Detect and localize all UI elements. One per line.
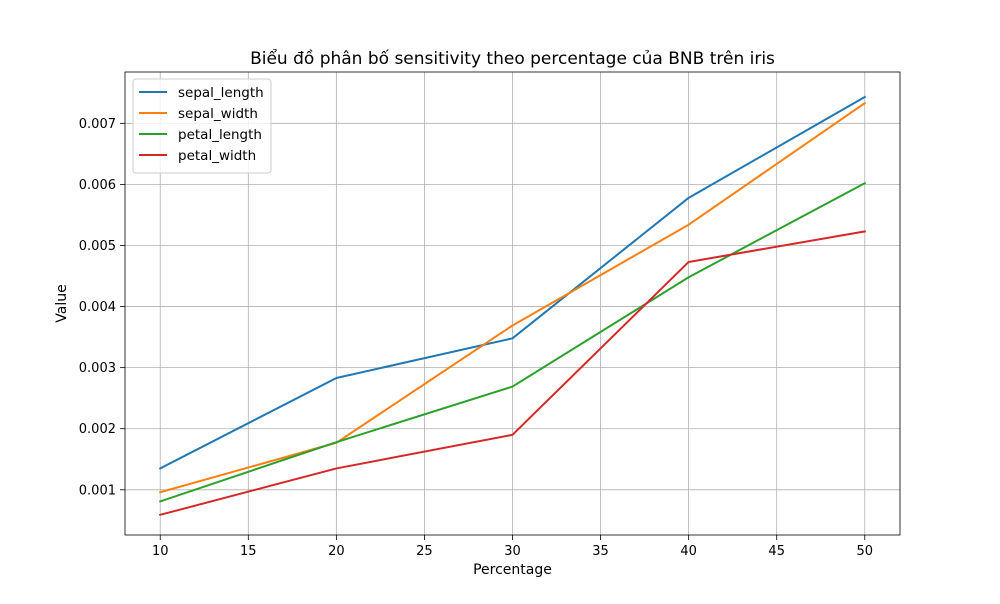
series-line-petal-width (159, 230, 866, 517)
y-tick-label: 0.001 (79, 483, 116, 498)
y-axis-label: Value (54, 284, 70, 322)
y-tick-label: 0.005 (79, 239, 116, 254)
legend-box (132, 78, 272, 174)
series-line-petal-length (158, 181, 867, 503)
y-tick-label: 0.003 (79, 361, 116, 376)
x-tick-label: 50 (856, 544, 873, 559)
x-tick-label: 45 (768, 544, 785, 559)
y-tick-label: 0.002 (79, 422, 116, 437)
legend-label: sepal_width (178, 106, 258, 122)
x-tick-label: 40 (680, 544, 697, 559)
x-tick-label: 15 (240, 544, 257, 559)
x-tick-label: 25 (416, 544, 433, 559)
legend-label: petal_width (178, 148, 256, 164)
grid-lines (125, 72, 900, 535)
y-tick-label: 0.007 (79, 117, 116, 132)
legend-label: sepal_length (178, 85, 264, 101)
legend-label: petal_length (178, 127, 262, 143)
x-axis-ticks: 10 15 20 25 30 35 40 45 50 (152, 535, 873, 559)
x-tick-label: 10 (152, 544, 169, 559)
legend: sepal_length sepal_width petal_lengthpetal… (132, 78, 272, 174)
x-axis-label: Percentage (473, 562, 552, 578)
y-axis-ticks: 0.001 0.002 0.003 0.004 0.005 0.006 0.007 (79, 117, 125, 498)
legend-item: petal_length (139, 127, 262, 143)
legend-item: sepal_width (139, 106, 258, 122)
series-line-sepal-length (158, 95, 867, 470)
y-tick-label: 0.004 (79, 300, 116, 315)
x-tick-label: 30 (504, 544, 521, 559)
x-tick-label: 35 (592, 544, 609, 559)
legend-item: petal_width (139, 148, 256, 164)
series-lines (158, 95, 867, 517)
x-tick-label: 20 (328, 544, 345, 559)
legend-entries: sepal_length sepal_width petal_lengthpetal… (139, 85, 264, 164)
series-line-sepal-width (158, 101, 867, 494)
y-tick-label: 0.006 (79, 178, 116, 193)
legend-item: sepal_length (139, 85, 264, 101)
chart-title: Biểu đồ phân bố sensitivity theo percent… (250, 48, 775, 69)
